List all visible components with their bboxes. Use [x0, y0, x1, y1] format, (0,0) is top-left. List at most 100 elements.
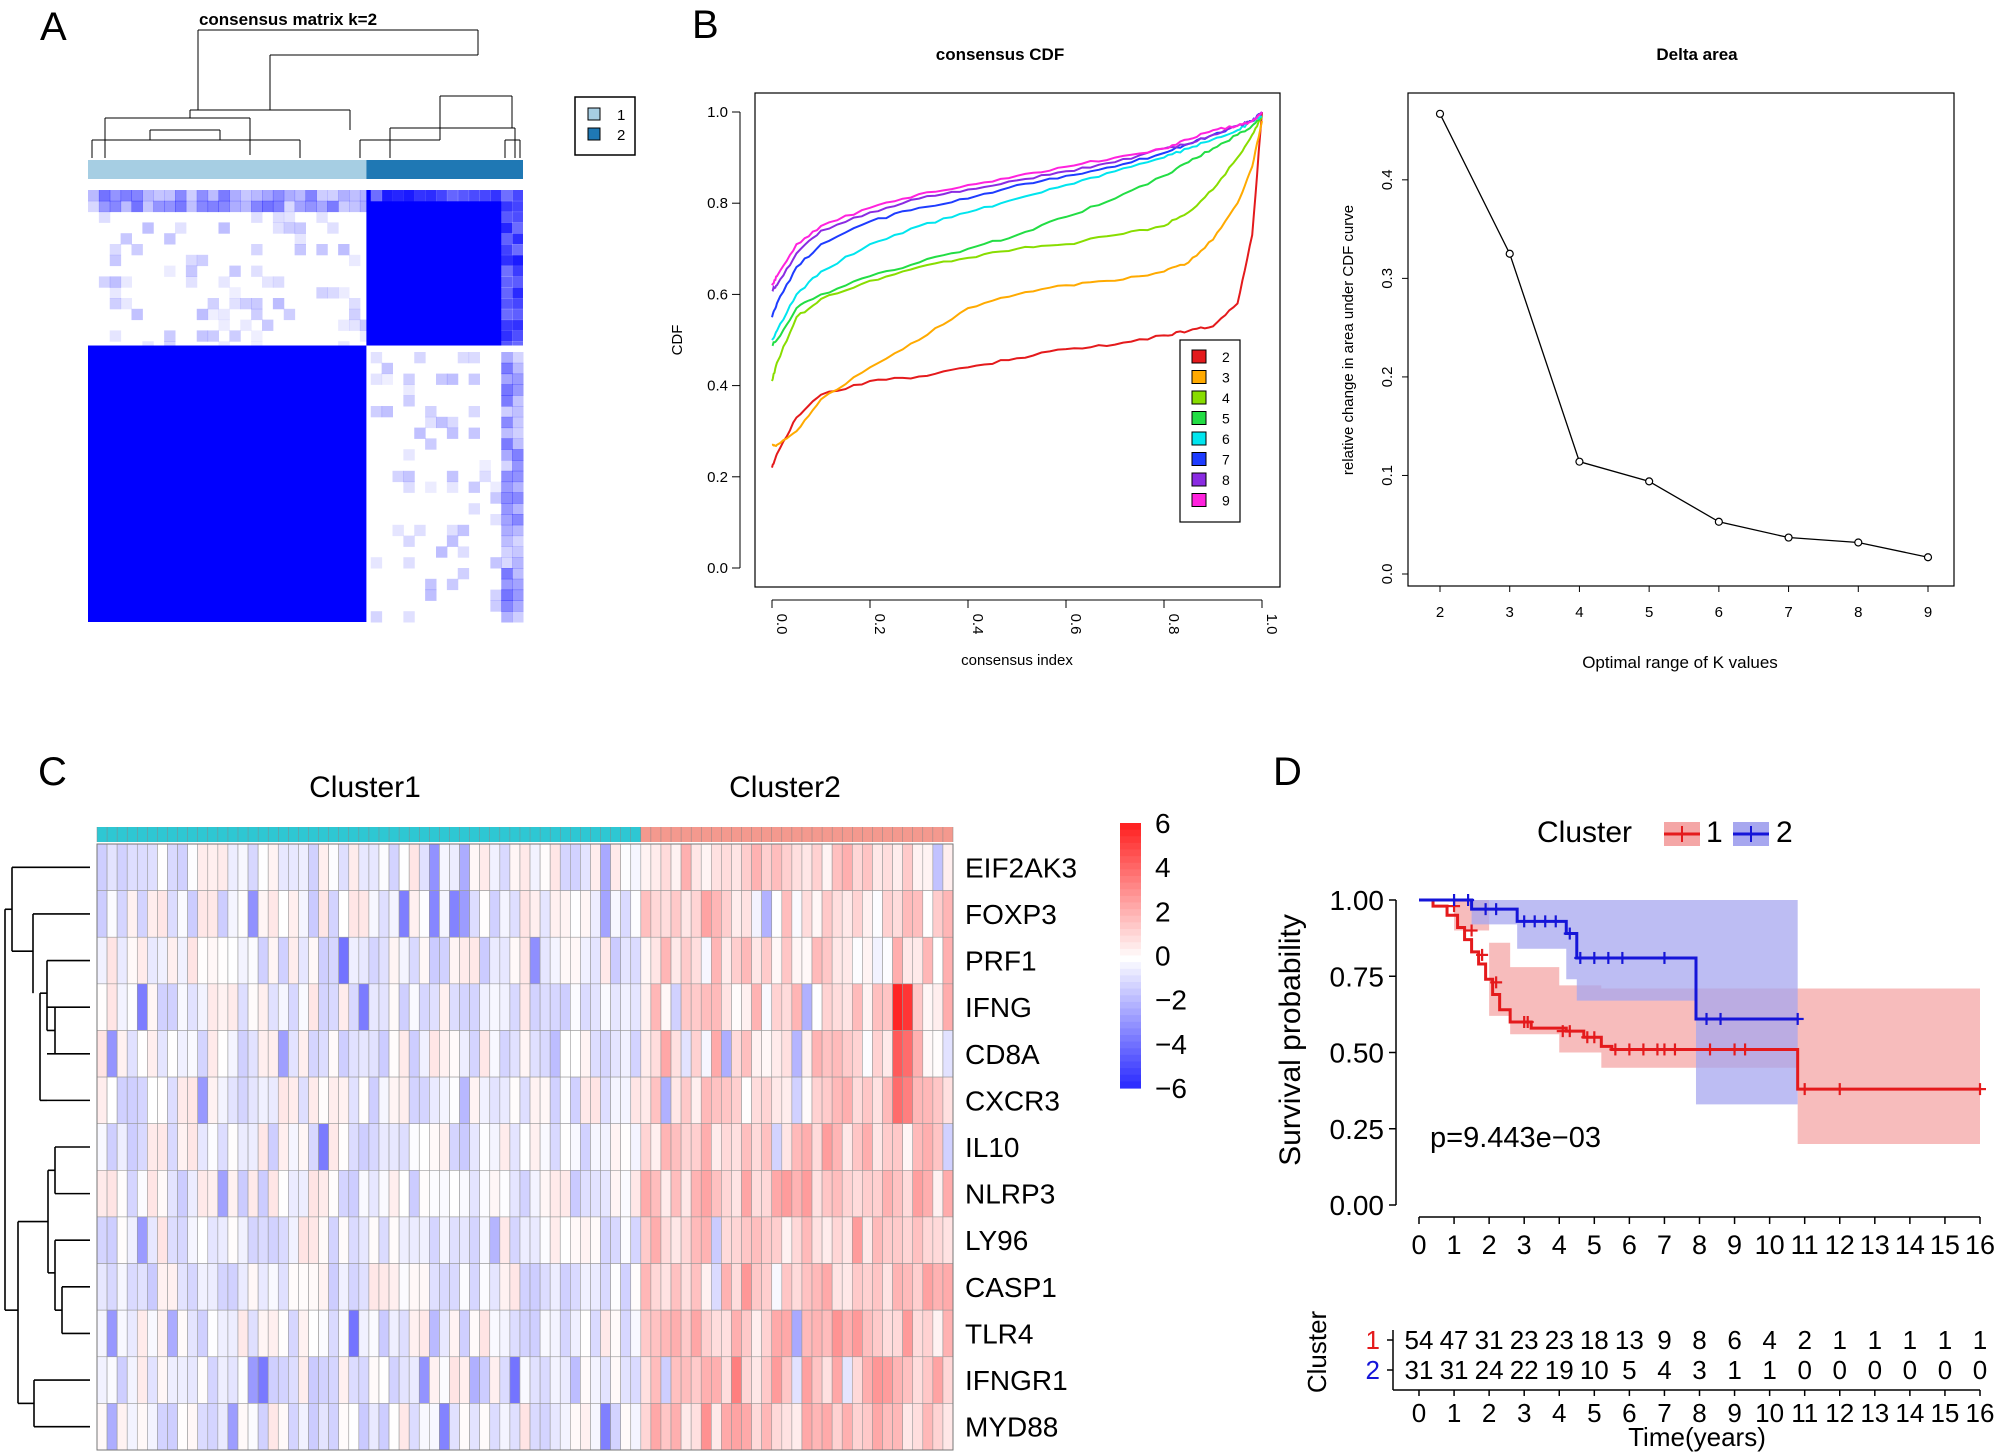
heatmap-cell — [902, 983, 914, 1031]
heatmap-cell — [771, 1309, 783, 1358]
heatmap-cell — [277, 1030, 289, 1078]
heatmap-cell — [711, 843, 722, 891]
heatmap-cell — [318, 983, 329, 1031]
heatmap-cell — [512, 557, 524, 569]
heatmap-cell — [126, 1030, 138, 1078]
heatmap-cell — [922, 1170, 934, 1218]
heatmap-cell — [610, 1263, 621, 1311]
heatmap-cell — [841, 1263, 853, 1311]
heatmap-cell — [267, 1356, 279, 1404]
heatmap-cell — [439, 1030, 450, 1078]
heatmap-cell — [136, 1170, 148, 1218]
heatmap-cell — [338, 890, 350, 938]
heatmap-cell — [446, 470, 459, 483]
heatmap-cell — [650, 1170, 662, 1218]
heatmap-cell — [318, 890, 329, 938]
heatmap-cell — [349, 308, 361, 321]
heatmap-cell — [549, 1170, 561, 1218]
heatmap-cell — [501, 589, 513, 601]
heatmap-cell — [791, 983, 803, 1031]
heatmap-cell — [247, 1263, 259, 1311]
heatmap-cell — [600, 1030, 611, 1078]
heatmap-cell — [912, 983, 924, 1031]
heatmap-cell — [660, 890, 672, 938]
heatmap-cell — [136, 983, 148, 1031]
heatmap-cell — [429, 983, 440, 1031]
heatmap-cell — [449, 1263, 460, 1311]
heatmap-cell — [120, 190, 132, 202]
heatmap-cell — [147, 1356, 158, 1404]
heatmap-cell — [640, 1123, 652, 1171]
heatmap-cell — [136, 1356, 148, 1404]
legend-swatch-1 — [587, 107, 601, 121]
heatmap-cell — [690, 843, 702, 891]
km-x-tick-label: 11 — [1791, 1230, 1819, 1260]
heatmap-cell — [370, 373, 383, 385]
heatmap-cell — [791, 1309, 803, 1358]
heatmap-cell — [338, 1403, 350, 1451]
heatmap-cell — [247, 1170, 259, 1218]
heatmap-cell — [670, 843, 682, 891]
heatmap-cell — [690, 1076, 702, 1124]
gene-label-cd8a: CD8A — [965, 1039, 1040, 1070]
heatmap-cell — [721, 1216, 732, 1264]
heatmap-cell — [640, 983, 652, 1031]
heatmap-cell — [922, 1403, 934, 1451]
delta-xlabel: Optimal range of K values — [1582, 653, 1778, 672]
heatmap-cell — [559, 1076, 571, 1124]
heatmap-cell — [490, 514, 502, 526]
heatmap-cell — [217, 890, 229, 938]
heatmap-cell — [801, 890, 813, 938]
heatmap-cell — [821, 843, 833, 891]
heatmap-cell — [96, 1263, 108, 1311]
heatmap-cell — [157, 890, 168, 938]
heatmap-cell — [147, 936, 158, 985]
heatmap-cell — [288, 983, 299, 1031]
heatmap-cell — [721, 1030, 732, 1078]
heatmap-cell — [690, 1403, 702, 1451]
heatmap-cell — [197, 1076, 209, 1124]
column-annotation-cluster2 — [640, 827, 953, 842]
heatmap-cell — [882, 843, 893, 891]
heatmap-cell — [459, 1216, 470, 1264]
heatmap-cell — [403, 373, 415, 385]
heatmap-cell — [368, 890, 380, 938]
heatmap-cell — [932, 1216, 944, 1264]
heatmap-cell — [580, 843, 591, 891]
heatmap-cell — [398, 1356, 410, 1404]
heatmap-cell — [872, 1123, 883, 1171]
km-x-tick-label: 8 — [1692, 1230, 1707, 1260]
heatmap-cell — [932, 1170, 944, 1218]
heatmap-cell — [519, 1123, 531, 1171]
heatmap-cell — [680, 1170, 692, 1218]
risk-count: 31 — [1440, 1355, 1469, 1385]
heatmap-cell — [328, 1356, 339, 1404]
heatmap-cell — [116, 1170, 128, 1218]
delta-point — [1505, 249, 1514, 258]
heatmap-cell — [267, 1076, 279, 1124]
heatmap-cell — [499, 890, 511, 938]
heatmap-cell — [197, 1309, 209, 1358]
heatmap-cell — [711, 1123, 722, 1171]
heatmap-cell — [831, 983, 843, 1031]
heatmap-cell — [741, 1123, 752, 1171]
heatmap-cell — [660, 1356, 672, 1404]
color-scale-step — [1120, 1081, 1141, 1089]
heatmap-cell — [359, 330, 372, 342]
color-scale-step — [1120, 895, 1141, 904]
heatmap-cell — [831, 1403, 843, 1451]
heatmap-cell — [872, 1076, 883, 1124]
heatmap-cell — [157, 1356, 168, 1404]
heatmap-cell — [801, 1123, 813, 1171]
heatmap-cell — [217, 1403, 229, 1451]
heatmap-cell — [257, 1123, 269, 1171]
heatmap-cell — [468, 373, 480, 385]
color-scale-step — [1120, 1054, 1141, 1063]
heatmap-cell — [469, 1263, 480, 1311]
heatmap-cell — [590, 983, 601, 1031]
heatmap-cell — [197, 1170, 209, 1218]
heatmap-cell — [791, 1356, 803, 1404]
heatmap-cell — [348, 1216, 360, 1264]
heatmap-cell — [449, 1076, 460, 1124]
heatmap-cell — [841, 1403, 853, 1451]
